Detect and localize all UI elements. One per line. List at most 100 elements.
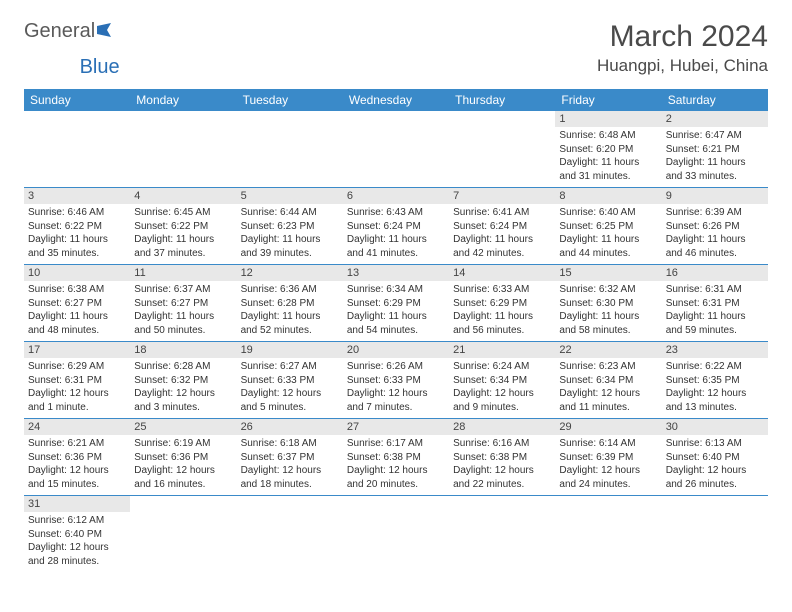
daylight-text: Daylight: 11 hours bbox=[241, 310, 339, 324]
day-number: 7 bbox=[449, 188, 555, 204]
calendar-week-row: 10Sunrise: 6:38 AMSunset: 6:27 PMDayligh… bbox=[24, 265, 768, 342]
day-number: 15 bbox=[555, 265, 661, 281]
daylight-text: Daylight: 12 hours bbox=[28, 387, 126, 401]
weekday-header-row: Sunday Monday Tuesday Wednesday Thursday… bbox=[24, 89, 768, 111]
day-number: 28 bbox=[449, 419, 555, 435]
daylight-text: and 56 minutes. bbox=[453, 324, 551, 338]
calendar-day-cell: 22Sunrise: 6:23 AMSunset: 6:34 PMDayligh… bbox=[555, 342, 661, 419]
calendar-week-row: 31Sunrise: 6:12 AMSunset: 6:40 PMDayligh… bbox=[24, 496, 768, 573]
daylight-text: Daylight: 11 hours bbox=[666, 310, 764, 324]
day-number: 8 bbox=[555, 188, 661, 204]
sunrise-text: Sunrise: 6:13 AM bbox=[666, 437, 764, 451]
day-number: 22 bbox=[555, 342, 661, 358]
calendar-day-cell bbox=[343, 111, 449, 188]
daylight-text: Daylight: 12 hours bbox=[666, 387, 764, 401]
sunrise-text: Sunrise: 6:41 AM bbox=[453, 206, 551, 220]
weekday-header: Wednesday bbox=[343, 89, 449, 111]
sunset-text: Sunset: 6:39 PM bbox=[559, 451, 657, 465]
daylight-text: Daylight: 12 hours bbox=[28, 464, 126, 478]
sunset-text: Sunset: 6:27 PM bbox=[134, 297, 232, 311]
day-number: 17 bbox=[24, 342, 130, 358]
day-number: 12 bbox=[237, 265, 343, 281]
calendar-day-cell: 1Sunrise: 6:48 AMSunset: 6:20 PMDaylight… bbox=[555, 111, 661, 188]
day-number: 24 bbox=[24, 419, 130, 435]
calendar-day-cell bbox=[130, 496, 236, 573]
sunrise-text: Sunrise: 6:19 AM bbox=[134, 437, 232, 451]
daylight-text: and 52 minutes. bbox=[241, 324, 339, 338]
location: Huangpi, Hubei, China bbox=[597, 56, 768, 76]
sunset-text: Sunset: 6:20 PM bbox=[559, 143, 657, 157]
day-number: 11 bbox=[130, 265, 236, 281]
daylight-text: Daylight: 11 hours bbox=[347, 310, 445, 324]
daylight-text: Daylight: 11 hours bbox=[347, 233, 445, 247]
calendar-day-cell bbox=[662, 496, 768, 573]
daylight-text: Daylight: 11 hours bbox=[559, 310, 657, 324]
sunrise-text: Sunrise: 6:36 AM bbox=[241, 283, 339, 297]
calendar-day-cell: 29Sunrise: 6:14 AMSunset: 6:39 PMDayligh… bbox=[555, 419, 661, 496]
daylight-text: Daylight: 12 hours bbox=[347, 464, 445, 478]
sunset-text: Sunset: 6:36 PM bbox=[28, 451, 126, 465]
sunset-text: Sunset: 6:26 PM bbox=[666, 220, 764, 234]
day-number: 5 bbox=[237, 188, 343, 204]
calendar-week-row: 24Sunrise: 6:21 AMSunset: 6:36 PMDayligh… bbox=[24, 419, 768, 496]
calendar-week-row: 17Sunrise: 6:29 AMSunset: 6:31 PMDayligh… bbox=[24, 342, 768, 419]
daylight-text: Daylight: 11 hours bbox=[559, 156, 657, 170]
calendar-day-cell: 12Sunrise: 6:36 AMSunset: 6:28 PMDayligh… bbox=[237, 265, 343, 342]
sunrise-text: Sunrise: 6:16 AM bbox=[453, 437, 551, 451]
calendar-day-cell: 15Sunrise: 6:32 AMSunset: 6:30 PMDayligh… bbox=[555, 265, 661, 342]
day-number: 26 bbox=[237, 419, 343, 435]
month-title: March 2024 bbox=[597, 20, 768, 54]
sunrise-text: Sunrise: 6:22 AM bbox=[666, 360, 764, 374]
daylight-text: and 46 minutes. bbox=[666, 247, 764, 261]
sunset-text: Sunset: 6:33 PM bbox=[241, 374, 339, 388]
day-number: 14 bbox=[449, 265, 555, 281]
day-number: 25 bbox=[130, 419, 236, 435]
sunset-text: Sunset: 6:35 PM bbox=[666, 374, 764, 388]
logo-text-general: General bbox=[24, 20, 95, 43]
weekday-header: Saturday bbox=[662, 89, 768, 111]
calendar-day-cell: 18Sunrise: 6:28 AMSunset: 6:32 PMDayligh… bbox=[130, 342, 236, 419]
calendar-day-cell: 17Sunrise: 6:29 AMSunset: 6:31 PMDayligh… bbox=[24, 342, 130, 419]
sunset-text: Sunset: 6:32 PM bbox=[134, 374, 232, 388]
daylight-text: and 24 minutes. bbox=[559, 478, 657, 492]
sunrise-text: Sunrise: 6:17 AM bbox=[347, 437, 445, 451]
daylight-text: and 13 minutes. bbox=[666, 401, 764, 415]
logo-text-blue: Blue bbox=[80, 56, 120, 79]
weekday-header: Thursday bbox=[449, 89, 555, 111]
sunrise-text: Sunrise: 6:38 AM bbox=[28, 283, 126, 297]
weekday-header: Friday bbox=[555, 89, 661, 111]
daylight-text: Daylight: 12 hours bbox=[559, 464, 657, 478]
calendar-day-cell: 14Sunrise: 6:33 AMSunset: 6:29 PMDayligh… bbox=[449, 265, 555, 342]
day-number: 20 bbox=[343, 342, 449, 358]
daylight-text: and 22 minutes. bbox=[453, 478, 551, 492]
calendar-day-cell: 20Sunrise: 6:26 AMSunset: 6:33 PMDayligh… bbox=[343, 342, 449, 419]
daylight-text: and 18 minutes. bbox=[241, 478, 339, 492]
calendar-day-cell: 28Sunrise: 6:16 AMSunset: 6:38 PMDayligh… bbox=[449, 419, 555, 496]
calendar-day-cell: 6Sunrise: 6:43 AMSunset: 6:24 PMDaylight… bbox=[343, 188, 449, 265]
daylight-text: Daylight: 11 hours bbox=[666, 233, 764, 247]
daylight-text: Daylight: 12 hours bbox=[453, 387, 551, 401]
calendar-day-cell: 26Sunrise: 6:18 AMSunset: 6:37 PMDayligh… bbox=[237, 419, 343, 496]
sunrise-text: Sunrise: 6:43 AM bbox=[347, 206, 445, 220]
weekday-header: Sunday bbox=[24, 89, 130, 111]
sunset-text: Sunset: 6:22 PM bbox=[134, 220, 232, 234]
calendar-day-cell: 21Sunrise: 6:24 AMSunset: 6:34 PMDayligh… bbox=[449, 342, 555, 419]
sunset-text: Sunset: 6:27 PM bbox=[28, 297, 126, 311]
sunset-text: Sunset: 6:23 PM bbox=[241, 220, 339, 234]
calendar-day-cell: 23Sunrise: 6:22 AMSunset: 6:35 PMDayligh… bbox=[662, 342, 768, 419]
day-number: 1 bbox=[555, 111, 661, 127]
sunset-text: Sunset: 6:34 PM bbox=[453, 374, 551, 388]
daylight-text: and 39 minutes. bbox=[241, 247, 339, 261]
sunset-text: Sunset: 6:21 PM bbox=[666, 143, 764, 157]
calendar-day-cell: 2Sunrise: 6:47 AMSunset: 6:21 PMDaylight… bbox=[662, 111, 768, 188]
daylight-text: Daylight: 12 hours bbox=[28, 541, 126, 555]
day-number: 9 bbox=[662, 188, 768, 204]
sunset-text: Sunset: 6:24 PM bbox=[347, 220, 445, 234]
daylight-text: and 42 minutes. bbox=[453, 247, 551, 261]
daylight-text: and 1 minute. bbox=[28, 401, 126, 415]
sunrise-text: Sunrise: 6:46 AM bbox=[28, 206, 126, 220]
daylight-text: and 58 minutes. bbox=[559, 324, 657, 338]
calendar-day-cell: 3Sunrise: 6:46 AMSunset: 6:22 PMDaylight… bbox=[24, 188, 130, 265]
daylight-text: Daylight: 12 hours bbox=[241, 387, 339, 401]
day-number: 4 bbox=[130, 188, 236, 204]
